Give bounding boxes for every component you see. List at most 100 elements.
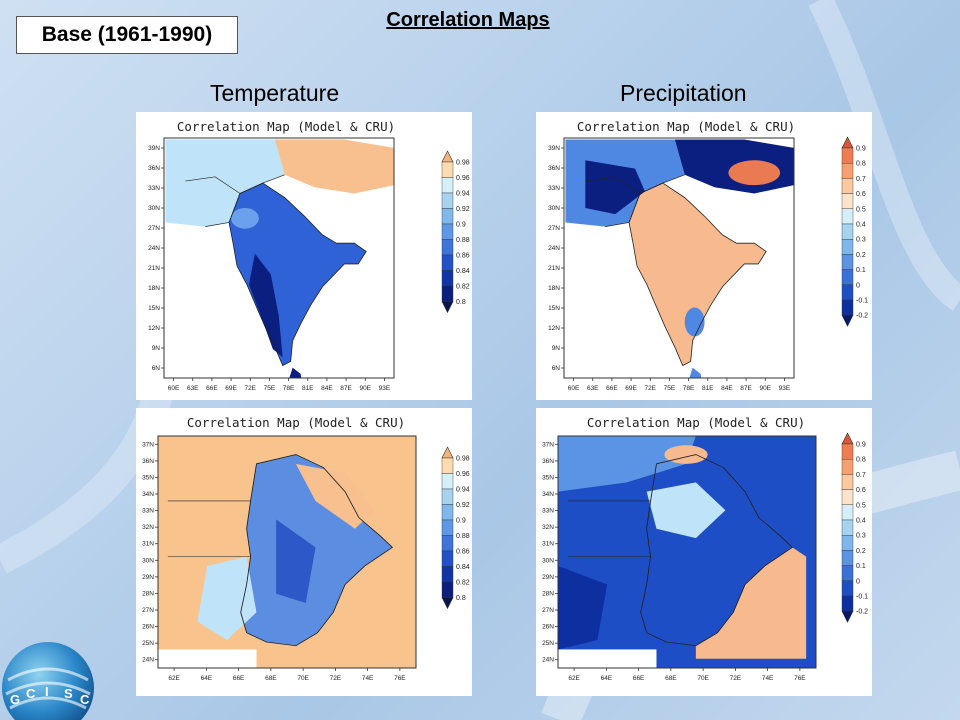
x-tick-label: 68E	[665, 675, 677, 682]
colorbar-label: 0.1	[856, 267, 866, 274]
x-tick-label: 75E	[664, 385, 676, 392]
y-tick-label: 39N	[148, 145, 160, 152]
precipitation-column-heading: Precipitation	[620, 80, 747, 106]
x-tick-label: 66E	[633, 675, 645, 682]
y-tick-label: 9N	[152, 345, 161, 352]
colorbar-label: 0.2	[856, 548, 866, 555]
x-tick-label: 93E	[779, 385, 791, 392]
colorbar-segment	[441, 581, 454, 598]
logo-letter: C	[80, 692, 90, 707]
colorbar-segment	[441, 270, 454, 287]
colorbar-segment	[441, 239, 454, 256]
colorbar-segment	[841, 163, 854, 179]
colorbar-segment	[841, 254, 854, 270]
y-tick-label: 15N	[548, 305, 560, 312]
colorbar-label: 0.8	[456, 595, 466, 602]
colorbar-segment	[441, 254, 454, 271]
x-tick-label: 72E	[330, 675, 342, 682]
y-tick-label: 27N	[548, 225, 560, 232]
y-tick-label: 31N	[542, 541, 554, 548]
y-tick-label: 35N	[542, 474, 554, 481]
y-tick-label: 39N	[548, 145, 560, 152]
colorbar-segment	[841, 550, 854, 566]
region-tibet	[274, 139, 394, 194]
colorbar-label: 0.8	[856, 161, 866, 168]
colorbar-label: 0.84	[456, 564, 470, 571]
x-tick-label: 76E	[794, 675, 806, 682]
y-tick-label: 33N	[542, 508, 554, 515]
region-sri-lanka	[289, 367, 302, 378]
colorbar-label: 0.88	[456, 533, 470, 540]
colorbar-label: 0.92	[456, 206, 470, 213]
colorbar-segment	[441, 457, 454, 474]
colorbar-segment	[841, 595, 854, 612]
colorbar-segment	[441, 208, 454, 225]
colorbar-segment	[841, 534, 854, 551]
y-tick-label: 6N	[152, 365, 161, 372]
colorbar-segment	[441, 519, 454, 536]
y-tick-label: 24N	[148, 245, 160, 252]
colorbar-segment	[441, 488, 454, 505]
y-tick-label: 31N	[142, 541, 154, 548]
colorbar-label: 0.5	[856, 502, 866, 509]
colorbar-label: 0.9	[856, 146, 866, 153]
colorbar-label: 0.82	[456, 580, 470, 587]
colorbar-segment	[841, 580, 854, 597]
logo-letter: S	[64, 686, 73, 701]
colorbar-segment	[841, 489, 854, 505]
colorbar	[441, 446, 454, 610]
colorbar-label: 0.9	[456, 222, 466, 229]
y-tick-label: 29N	[142, 574, 154, 581]
colorbar-label: 0.82	[456, 284, 470, 291]
y-tick-label: 32N	[142, 524, 154, 531]
map-plot-area	[563, 137, 795, 379]
colorbar	[441, 150, 454, 314]
x-tick-label: 74E	[362, 675, 374, 682]
x-tick-label: 66E	[206, 385, 218, 392]
x-tick-label: 63E	[587, 385, 599, 392]
colorbar-segment	[441, 285, 454, 302]
y-tick-label: 25N	[542, 640, 554, 647]
y-tick-label: 9N	[552, 345, 561, 352]
colorbar-segment	[841, 193, 854, 209]
x-tick-label: 78E	[283, 385, 295, 392]
colorbar-label: 0.8	[456, 299, 466, 306]
x-tick-label: 66E	[606, 385, 618, 392]
x-tick-label: 64E	[601, 675, 613, 682]
colorbar-label: 0	[856, 578, 860, 585]
colorbar-label: 0.98	[456, 456, 470, 463]
colorbar-label: 0.4	[856, 518, 866, 525]
colorbar-label: 0.94	[456, 191, 470, 198]
colorbar-label: -0.2	[856, 313, 868, 320]
colorbar-segment	[441, 192, 454, 209]
base-period-label: Base (1961-1990)	[16, 16, 238, 54]
x-tick-label: 75E	[264, 385, 276, 392]
colorbar-label: 0.1	[856, 563, 866, 570]
y-tick-label: 36N	[142, 458, 154, 465]
colorbar-label: 0.6	[856, 487, 866, 494]
logo-letter: C	[26, 686, 36, 701]
colorbar-segment	[841, 519, 854, 536]
colorbar-label: 0.6	[856, 191, 866, 198]
colorbar-segment	[841, 147, 854, 164]
x-tick-label: 63E	[187, 385, 199, 392]
x-tick-label: 81E	[702, 385, 714, 392]
precipitation-south-asia-map-panel: Correlation Map (Model & CRU) 60E 63E 66E 69…	[536, 112, 872, 400]
x-tick-label: 64E	[201, 675, 213, 682]
colorbar-label: 0	[856, 282, 860, 289]
colorbar-segment	[841, 238, 854, 255]
colorbar-segment	[841, 504, 854, 521]
y-tick-label: 36N	[548, 165, 560, 172]
colorbar-segment	[841, 284, 854, 301]
y-tick-label: 21N	[548, 265, 560, 272]
y-tick-label: 18N	[148, 285, 160, 292]
y-tick-label: 30N	[542, 557, 554, 564]
x-tick-label: 81E	[302, 385, 314, 392]
colorbar-label: 0.9	[456, 518, 466, 525]
y-tick-label: 30N	[142, 557, 154, 564]
region-pakistan	[240, 454, 393, 646]
x-tick-label: 68E	[265, 675, 277, 682]
logo-letter: G	[10, 692, 20, 707]
colorbar-segment	[841, 565, 854, 582]
colorbar-segment	[841, 443, 854, 460]
